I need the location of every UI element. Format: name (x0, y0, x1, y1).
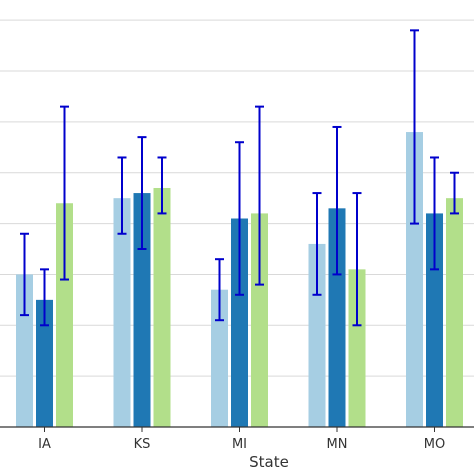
x-tick-label: KS (134, 437, 151, 452)
bar (446, 198, 463, 427)
bar (251, 213, 268, 427)
x-tick-label: MO (424, 437, 445, 452)
bars (16, 132, 463, 428)
bar (153, 187, 171, 427)
x-tick-label: MI (232, 437, 247, 452)
x-tick-label: IA (38, 437, 51, 452)
error-bars (20, 29, 459, 327)
bar (133, 193, 151, 427)
bar (211, 289, 228, 427)
bar (308, 243, 326, 427)
bar (113, 198, 131, 427)
bar (16, 274, 33, 427)
x-tick-label: MN (327, 437, 348, 452)
bar (328, 208, 346, 427)
bar (56, 203, 73, 427)
bar (406, 132, 423, 428)
bar (36, 299, 53, 427)
x-axis: IAKSMIMNMONE (0, 426, 474, 452)
x-axis-label: State (249, 453, 289, 471)
bar (348, 269, 366, 427)
bar (231, 218, 248, 427)
bar (426, 213, 443, 427)
